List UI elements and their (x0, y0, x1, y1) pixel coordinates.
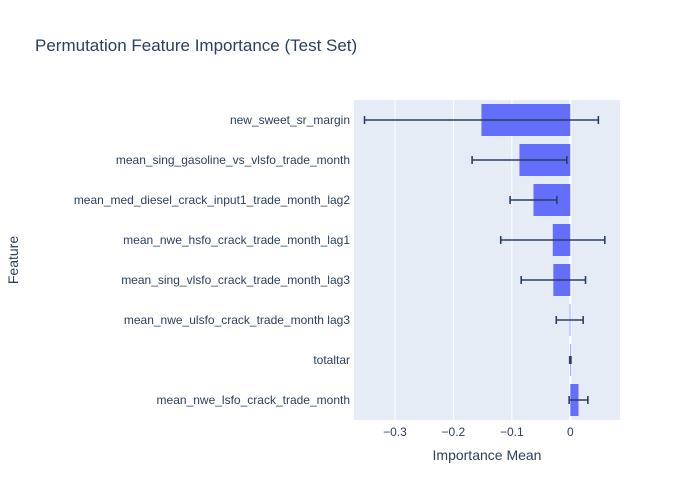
error-bar (568, 396, 589, 404)
x-tick-labels: −0.3 −0.2 −0.1 0 (383, 425, 574, 439)
y-tick-label: totaltar (313, 353, 350, 367)
x-axis-title: Importance Mean (433, 447, 542, 463)
y-axis-title: Feature (5, 236, 21, 284)
y-tick-label: mean_med_diesel_crack_input1_trade_month… (74, 193, 351, 207)
x-tick-label: 0 (567, 425, 574, 439)
y-tick-label: mean_nwe_hsfo_crack_trade_month_lag1 (123, 233, 350, 247)
error-bar (509, 196, 558, 204)
plot-area (354, 100, 620, 420)
error-bars (363, 116, 606, 404)
error-bar (471, 156, 568, 164)
y-tick-label: mean_sing_vlsfo_crack_trade_month_lag3 (121, 273, 350, 287)
x-tick-label: −0.3 (383, 425, 407, 439)
error-bar (555, 316, 584, 324)
error-bar (568, 356, 572, 364)
chart-title: Permutation Feature Importance (Test Set… (35, 36, 357, 55)
y-tick-labels: new_sweet_sr_margin mean_sing_gasoline_vs… (74, 113, 351, 407)
error-bar (499, 236, 606, 244)
error-bar (520, 276, 587, 284)
y-tick-label: mean_nwe_lsfo_crack_trade_month (157, 393, 350, 407)
x-tick-label: −0.2 (442, 425, 466, 439)
y-tick-label: mean_sing_gasoline_vs_vlsfo_trade_month (116, 153, 350, 167)
y-tick-label: new_sweet_sr_margin (230, 113, 350, 127)
error-bar (363, 116, 600, 124)
y-tick-label: mean_nwe_ulsfo_crack_trade_month lag3 (124, 313, 350, 327)
x-tick-label: −0.1 (500, 425, 524, 439)
